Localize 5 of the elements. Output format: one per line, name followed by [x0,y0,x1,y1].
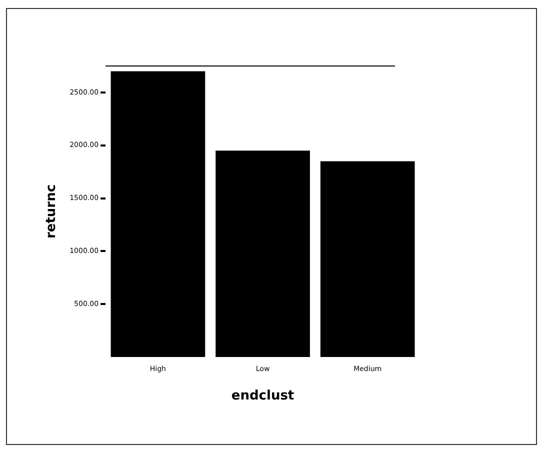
y-axis-title: returnc [44,184,60,239]
bar [110,71,206,357]
bar [320,161,415,357]
x-axis-title: endclust [231,388,294,404]
bar [216,150,310,357]
